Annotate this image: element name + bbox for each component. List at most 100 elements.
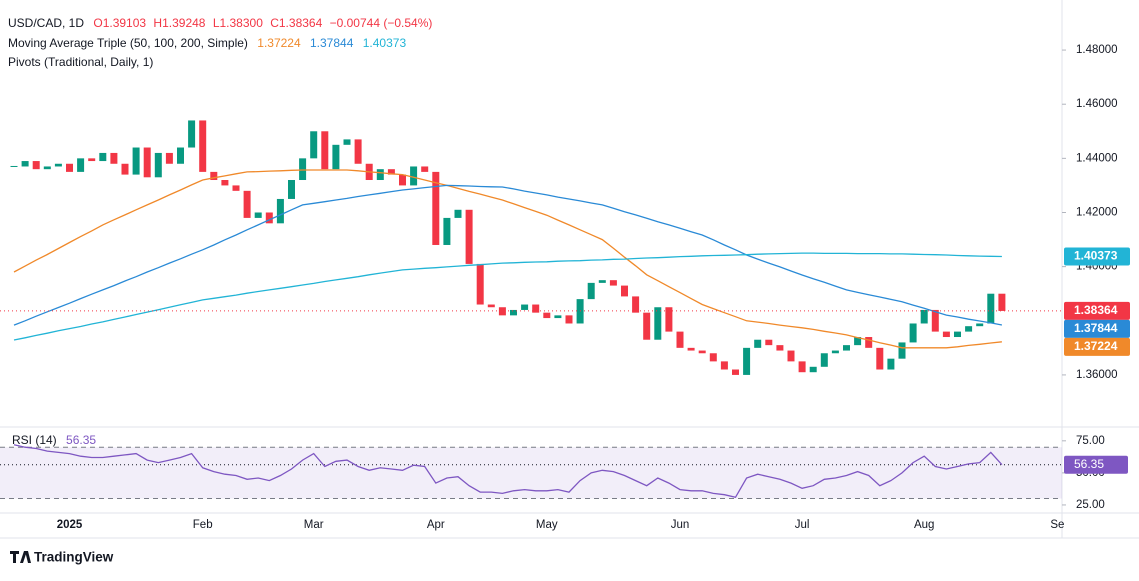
candle <box>521 304 529 310</box>
candle <box>299 158 307 181</box>
x-tick-label: Apr <box>427 519 445 531</box>
candle <box>787 350 795 362</box>
candle <box>820 353 828 367</box>
x-tick-label: Aug <box>914 519 934 531</box>
y-tick-label: 1.46000 <box>1076 98 1118 110</box>
candle <box>332 144 340 170</box>
x-tick-label: 2025 <box>57 519 83 531</box>
moving-average <box>13 252 1002 341</box>
candle <box>609 280 617 286</box>
candle <box>732 369 739 375</box>
candle <box>243 190 251 218</box>
candle <box>465 209 473 264</box>
candle <box>88 158 96 162</box>
candle <box>354 139 362 164</box>
price-badge-label: 1.38364 <box>1074 303 1118 317</box>
candle <box>987 293 995 324</box>
price-badge <box>1064 319 1130 338</box>
candle <box>676 331 684 348</box>
candle <box>954 331 961 338</box>
candle <box>621 285 628 297</box>
candle <box>942 331 950 338</box>
candle <box>376 169 384 181</box>
candle <box>565 315 573 324</box>
candle <box>121 163 129 175</box>
candle <box>10 165 18 167</box>
candle <box>165 152 173 164</box>
logo: TradingView <box>10 550 114 565</box>
candles <box>10 120 1006 375</box>
price-badge-label: 1.40373 <box>1074 249 1118 263</box>
candle <box>321 131 329 170</box>
candle <box>532 304 540 313</box>
logo-text: TradingView <box>34 550 114 565</box>
candle <box>66 163 73 172</box>
candle <box>265 212 273 224</box>
y-tick-label: 75.00 <box>1076 435 1105 447</box>
candle <box>643 312 651 340</box>
x-tick-label: Feb <box>193 519 213 531</box>
y-tick-label: 1.44000 <box>1076 152 1118 164</box>
candle <box>454 209 462 218</box>
candle <box>221 180 229 186</box>
candle <box>765 339 773 346</box>
candle <box>887 358 895 370</box>
candle <box>909 323 917 343</box>
price-badge <box>1064 455 1128 474</box>
candle <box>709 353 717 362</box>
candle <box>665 307 673 332</box>
candle <box>698 350 706 354</box>
candle <box>510 309 517 316</box>
price-badge <box>1064 337 1130 356</box>
price-badge <box>1064 301 1130 320</box>
candle <box>587 282 595 300</box>
candle <box>54 163 62 167</box>
x-tick-label: Mar <box>304 519 324 531</box>
candle <box>310 131 318 159</box>
change: −0.00744 (−0.54%) <box>330 16 433 30</box>
ma-label: Moving Average Triple (50, 100, 200, Sim… <box>8 36 248 50</box>
moving-average <box>13 169 1002 349</box>
rsi-legend: RSI (14) 56.35 <box>12 433 96 447</box>
candle <box>654 307 662 340</box>
candle <box>598 280 606 283</box>
rsi-title: RSI (14) <box>12 433 57 447</box>
candle <box>998 293 1006 311</box>
candle <box>931 309 939 332</box>
price-badge-label: 1.37224 <box>1074 339 1118 353</box>
candle <box>443 217 451 245</box>
candle <box>154 152 162 178</box>
x-tick-label: Se <box>1050 519 1064 531</box>
candle <box>32 161 40 170</box>
candle <box>720 361 728 370</box>
candle <box>898 342 906 359</box>
candle <box>143 147 151 178</box>
candle <box>410 166 418 186</box>
logo-icon <box>10 551 31 563</box>
candle <box>920 309 928 324</box>
candle <box>743 347 751 375</box>
candle <box>399 174 406 186</box>
candle <box>798 361 806 373</box>
price-badge-label: 56.35 <box>1074 457 1104 471</box>
candle <box>843 345 850 351</box>
candle <box>43 166 51 170</box>
candle <box>276 198 284 224</box>
x-tick-label: Jun <box>671 519 690 531</box>
candle <box>632 296 640 313</box>
candle <box>498 307 506 316</box>
rsi-line <box>13 444 1003 499</box>
candle <box>232 185 240 191</box>
close: C1.38364 <box>270 16 322 30</box>
legend-line-2: Moving Average Triple (50, 100, 200, Sim… <box>8 36 406 50</box>
ma-value: 1.37844 <box>310 36 354 50</box>
rsi-value: 56.35 <box>66 433 96 447</box>
candle <box>865 337 873 348</box>
y-tick-label: 1.42000 <box>1076 207 1118 219</box>
candle <box>965 326 973 332</box>
candle <box>254 212 262 218</box>
candle <box>476 263 484 305</box>
candle <box>976 323 984 327</box>
